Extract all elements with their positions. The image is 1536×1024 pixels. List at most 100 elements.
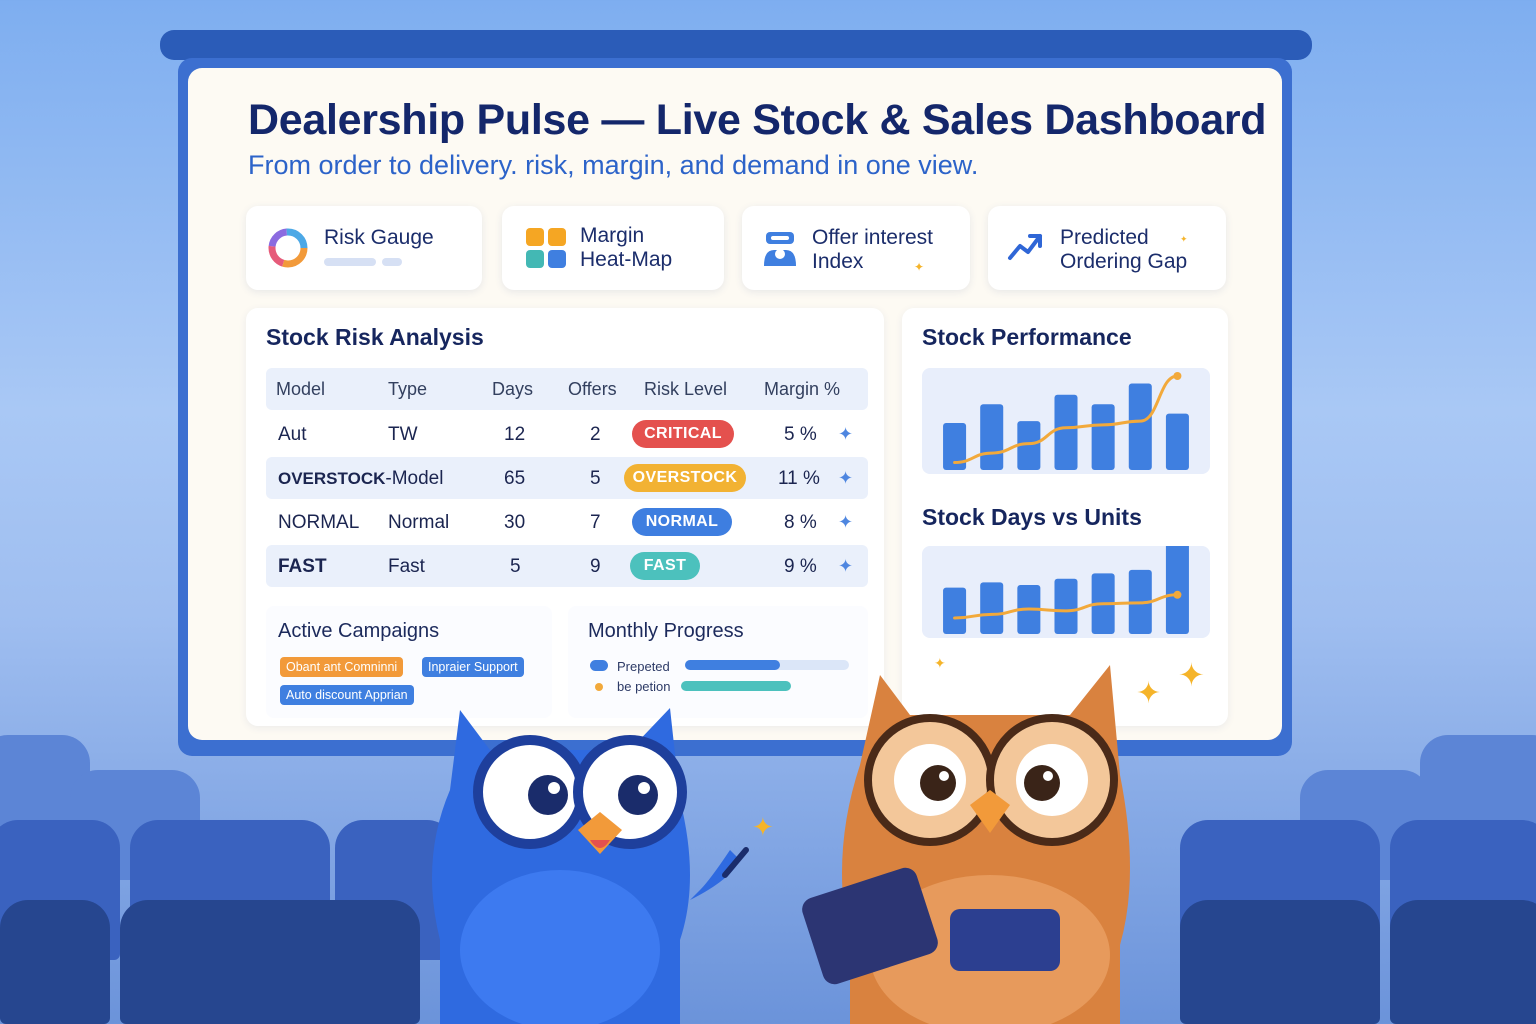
stock-days-units-chart [943, 540, 1189, 634]
progress-label: Prepeted [617, 659, 670, 674]
stock-days-units-chart-bg [922, 540, 1210, 638]
dashboard-screen: Dealership Pulse — Live Stock & Sales Da… [188, 68, 1282, 740]
orange-owl-illustration [802, 665, 1130, 1024]
cell-days: 65 [504, 468, 526, 489]
stock-performance-title: Stock Performance [922, 324, 1132, 350]
sparkle-icon: ✦ [934, 655, 946, 671]
sparkle-action-icon[interactable]: ✦ [838, 424, 854, 444]
placeholder-bar [382, 258, 402, 266]
cell-days: 12 [504, 424, 526, 445]
table-row[interactable]: NORMAL Normal 30 7 NORMAL 8 % ✦ [266, 502, 868, 542]
sparkle-icon: ✦ [752, 812, 774, 842]
chart-bar [943, 423, 967, 470]
risk-gauge-label: Risk Gauge [324, 226, 434, 249]
monthly-progress-card: Monthly Progress Prepeted be petion [568, 606, 868, 718]
margin-heatmap-label: Margin Heat-Map [580, 224, 673, 271]
column-header-days: Days [492, 379, 534, 399]
cell-offers: 5 [590, 468, 601, 489]
heatmap-grid-icon [526, 228, 566, 268]
theater-seat [1180, 900, 1380, 1024]
projector-rod [160, 30, 1312, 60]
campaign-chip[interactable]: Auto discount Apprian [280, 685, 414, 705]
chart-bar [1054, 394, 1078, 470]
campaign-chip[interactable]: Obant ant Comninni [280, 657, 404, 677]
cell-type: Normal [388, 512, 450, 533]
sparkle-action-icon[interactable]: ✦ [838, 556, 854, 576]
active-campaigns-title: Active Campaigns [278, 620, 440, 642]
progress-label: be petion [617, 679, 671, 694]
progress-fill [685, 660, 781, 670]
cell-type: Fast [388, 556, 425, 577]
cell-model: NORMAL [278, 512, 360, 533]
campaign-chip[interactable]: Inpraier Support [422, 657, 524, 677]
chart-bar [1017, 421, 1041, 470]
dashboard-title: Dealership Pulse — Live Stock & Sales Da… [248, 96, 1267, 144]
table-row[interactable]: FAST Fast 5 9 FAST 9 % ✦ [266, 545, 868, 587]
risk-badge-overstock: OVERSTOCK [624, 464, 746, 492]
risk-badge-normal: NORMAL [632, 508, 732, 536]
table-row[interactable]: OVERSTOCK-Model 65 5 OVERSTOCK 11 % ✦ [266, 457, 868, 499]
ring-gauge-icon [268, 228, 308, 268]
person-badge-icon [764, 232, 796, 266]
placeholder-bar [324, 258, 376, 266]
table-header [266, 368, 868, 410]
chart-bar [943, 587, 967, 634]
cell-type: TW [388, 424, 418, 445]
chart-line-endpoint [1173, 590, 1182, 599]
stock-performance-chart-bg [922, 368, 1210, 474]
cell-model: Aut [278, 424, 307, 445]
cell-margin: 5 % [784, 424, 817, 445]
cell-model: FAST [278, 556, 327, 577]
sparkle-icon: ✦ [914, 260, 925, 274]
cell-margin: 8 % [784, 512, 817, 533]
cell-model-suffix: -Model [385, 468, 444, 489]
chart-bar [1091, 404, 1115, 470]
cell-model: OVERSTOCK-Model [278, 468, 443, 490]
cell-days: 30 [504, 512, 526, 533]
progress-fill [681, 681, 792, 691]
column-header-type: Type [388, 379, 428, 399]
sparkle-action-icon[interactable]: ✦ [838, 512, 854, 532]
progress-track [685, 660, 849, 670]
table-row[interactable]: Aut TW 12 2 CRITICAL 5 % ✦ [266, 414, 868, 454]
sparkle-icon: ✦ [1178, 657, 1205, 693]
ordering-gap-label: Predicted Ordering Gap [1060, 226, 1188, 273]
cell-days: 5 [510, 556, 521, 577]
stock-risk-title: Stock Risk Analysis [266, 324, 484, 350]
column-header-model: Model [276, 379, 326, 399]
legend-swatch [590, 660, 608, 671]
margin-heatmap-card[interactable]: Margin Heat-Map [502, 206, 724, 290]
chart-bar [1165, 540, 1189, 634]
active-campaigns-card: Active Campaigns Obant ant Comninni Inpr… [266, 606, 552, 718]
theater-seat [120, 900, 420, 1024]
chart-bar [1128, 383, 1152, 470]
cell-offers: 2 [590, 424, 601, 445]
cell-offers: 7 [590, 512, 601, 533]
sparkle-action-icon[interactable]: ✦ [838, 468, 854, 488]
legend-dot [595, 683, 603, 691]
column-header-offers: Offers [568, 379, 617, 399]
chart-line-endpoint [1173, 372, 1182, 380]
stock-days-units-title: Stock Days vs Units [922, 504, 1142, 530]
column-header-risk-level: Risk Level [644, 379, 728, 399]
chart-bar [980, 582, 1004, 634]
dashboard-subtitle: From order to delivery. risk, margin, an… [248, 150, 979, 180]
theater-seat [0, 900, 110, 1024]
stock-charts-panel: Stock Performance Stock Days vs Units [902, 308, 1228, 726]
progress-track [681, 681, 817, 691]
cell-margin: 11 % [778, 468, 820, 489]
risk-gauge-card[interactable]: Risk Gauge [246, 206, 482, 290]
blue-owl-illustration [432, 708, 749, 1024]
sparkle-icon: ✦ [1136, 677, 1162, 710]
theater-seat [1390, 900, 1536, 1024]
ordering-gap-card[interactable]: Predicted Ordering Gap ✦ [988, 206, 1226, 290]
chart-trend-line [953, 593, 1179, 620]
trend-up-icon [1008, 234, 1042, 260]
offer-interest-card[interactable]: Offer interest Index ✦ [742, 206, 970, 290]
column-header-margin: Margin % [764, 379, 841, 399]
risk-badge-fast: FAST [630, 552, 700, 580]
chart-bar [1165, 413, 1189, 470]
cell-margin: 9 % [784, 556, 817, 577]
stock-performance-chart [943, 372, 1189, 470]
chart-trend-line [953, 374, 1179, 464]
